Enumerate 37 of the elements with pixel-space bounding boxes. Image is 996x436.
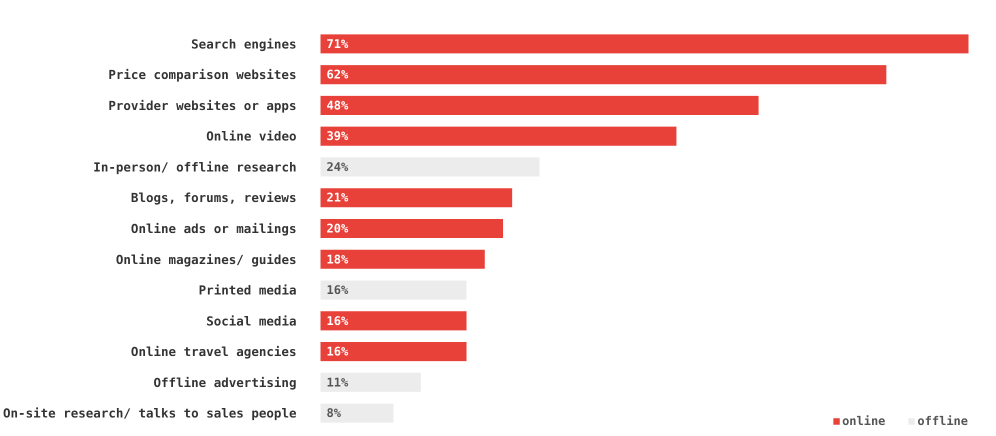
data-label: 11% — [326, 375, 349, 390]
y-tick-label: On-site research/ talks to sales people — [3, 406, 297, 421]
data-label: 16% — [326, 283, 349, 298]
data-label: 8% — [326, 406, 342, 420]
data-label: 24% — [326, 160, 349, 174]
y-tick-label: Blogs, forums, reviews — [130, 190, 297, 206]
bar — [320, 34, 968, 54]
bar — [320, 126, 676, 146]
y-tick-label: Online travel agencies — [130, 344, 297, 360]
legend-label: online — [842, 414, 886, 428]
data-label: 39% — [326, 129, 349, 144]
data-label: 21% — [326, 190, 349, 205]
data-label: 71% — [326, 36, 349, 51]
y-tick-label: Online ads or mailings — [130, 221, 297, 236]
data-label: 48% — [326, 98, 349, 112]
bar — [320, 250, 485, 269]
bar — [320, 342, 467, 362]
bar — [320, 65, 886, 84]
data-label: 18% — [326, 252, 349, 266]
bar — [320, 96, 759, 115]
legend-label: offline — [917, 414, 968, 428]
y-tick-label: Search engines — [191, 36, 296, 52]
y-tick-label: Social media — [206, 313, 297, 328]
y-tick-label: Price comparison websites — [108, 67, 297, 82]
data-label: 20% — [326, 222, 349, 236]
y-tick-label: Online video — [206, 128, 297, 144]
y-tick-label: Online magazines/ guides — [116, 252, 297, 267]
y-tick-label: In-person/ offline research — [93, 159, 297, 174]
bar — [320, 311, 467, 330]
data-label: 62% — [326, 68, 349, 82]
y-tick-label: Provider websites or apps — [108, 98, 297, 113]
bar — [320, 218, 504, 238]
data-label: 16% — [326, 314, 349, 328]
data-label: 16% — [326, 344, 349, 359]
y-tick-label: Offline advertising — [154, 374, 297, 390]
y-tick-label: Printed media — [198, 282, 297, 298]
bar — [320, 188, 512, 208]
